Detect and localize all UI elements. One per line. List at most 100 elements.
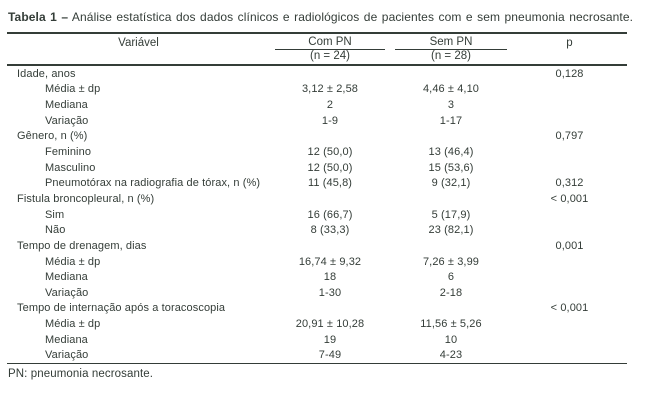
row-sublabel: Variação: [45, 286, 89, 299]
sem-pn-value: [390, 65, 512, 82]
sem-pn-value: [390, 191, 512, 207]
p-value: [512, 97, 627, 113]
row-group-label: Tempo de internação após a toracoscopia: [17, 302, 226, 315]
com-pn-value: 18: [323, 271, 337, 284]
column-header-sem-pn: Sem PN: [395, 35, 507, 50]
sem-pn-value: 23 (82,1): [428, 224, 474, 237]
row-sublabel: Masculino: [45, 161, 96, 174]
p-value: [512, 82, 627, 98]
com-pn-value: 7-49: [318, 349, 342, 362]
p-value: [512, 160, 627, 176]
sem-pn-value: 4-23: [439, 349, 463, 362]
com-pn-value: 16,74 ± 9,32: [298, 255, 362, 268]
p-value: 0,001: [555, 239, 584, 252]
com-pn-value: [270, 191, 390, 207]
row-sublabel: Variação: [45, 114, 89, 127]
sem-pn-value: 13 (46,4): [428, 146, 474, 159]
column-header-sem-pn-cell: Sem PN: [390, 33, 512, 50]
p-value: [512, 285, 627, 301]
sem-pn-value: 9 (32,1): [431, 177, 471, 190]
table-row: Tempo de internação após a toracoscopia …: [7, 301, 627, 317]
sem-pn-value: 10: [444, 333, 458, 346]
sem-pn-value: 4,46 ± 4,10: [422, 83, 480, 96]
table-row: Pneumotórax na radiografia de tórax, n (…: [7, 175, 627, 191]
com-pn-value: 12 (50,0): [307, 161, 353, 174]
p-value: [512, 207, 627, 223]
row-sublabel: Mediana: [45, 333, 88, 346]
com-pn-value: 19: [323, 333, 337, 346]
column-header-sem-pn-n: (n = 28): [431, 50, 471, 62]
com-pn-value: [270, 65, 390, 82]
p-value: < 0,001: [550, 302, 589, 315]
com-pn-value: [270, 301, 390, 317]
row-group-label: Gênero, n (%): [17, 130, 88, 143]
p-value: [512, 332, 627, 348]
table-caption: Tabela 1 – Análise estatística dos dados…: [8, 7, 637, 28]
row-group-label: Fistula broncopleural, n (%): [17, 192, 155, 205]
p-value: < 0,001: [550, 192, 589, 205]
header-row-n: (n = 24) (n = 28): [7, 50, 627, 65]
p-value: [512, 348, 627, 364]
table-row: Variação 1-30 2-18: [7, 285, 627, 301]
sem-pn-value: [390, 301, 512, 317]
p-value: 0,312: [555, 177, 584, 190]
table-row: Variação 1-9 1-17: [7, 113, 627, 129]
row-sublabel: Média ± dp: [45, 83, 101, 96]
com-pn-value: [270, 238, 390, 254]
paper-table-page: Tabela 1 – Análise estatística dos dados…: [0, 7, 645, 415]
com-pn-value: 1-9: [321, 114, 339, 127]
column-header-com-pn-n: (n = 24): [310, 50, 350, 62]
p-value: 0,797: [555, 130, 584, 143]
row-group-label: Tempo de drenagem, dias: [17, 239, 147, 252]
table-row: Tempo de drenagem, dias 0,001: [7, 238, 627, 254]
table-row: Média ± dp 3,12 ± 2,58 4,46 ± 4,10: [7, 82, 627, 98]
p-value: 0,128: [555, 67, 584, 80]
row-sublabel: Mediana: [45, 99, 88, 112]
p-value: [512, 254, 627, 270]
table-row: Sim 16 (66,7) 5 (17,9): [7, 207, 627, 223]
table-caption-text: Análise estatística dos dados clínicos e…: [71, 10, 634, 24]
table-row: Feminino 12 (50,0) 13 (46,4): [7, 144, 627, 160]
com-pn-value: [270, 129, 390, 145]
column-header-com-pn-cell: Com PN: [270, 33, 390, 50]
table-row: Mediana 18 6: [7, 269, 627, 285]
sem-pn-value: 5 (17,9): [431, 208, 471, 221]
row-sublabel: Média ± dp: [45, 255, 101, 268]
table-row: Não 8 (33,3) 23 (82,1): [7, 222, 627, 238]
table-row: Gênero, n (%) 0,797: [7, 129, 627, 145]
p-value: [512, 269, 627, 285]
table-body: Idade, anos 0,128 Média ± dp 3,12 ± 2,58…: [7, 65, 627, 364]
sem-pn-value: 11,56 ± 5,26: [420, 318, 482, 331]
table-header: Variável Com PN Sem PN p (n = 24) (n = 2…: [7, 33, 627, 65]
row-group-label: Idade, anos: [17, 67, 76, 80]
com-pn-value: 1-30: [318, 286, 342, 299]
com-pn-value: 8 (33,3): [310, 224, 350, 237]
row-sublabel: Sim: [45, 208, 65, 221]
column-header-variavel: Variável: [118, 37, 159, 49]
table-row: Média ± dp 16,74 ± 9,32 7,26 ± 3,99: [7, 254, 627, 270]
row-sublabel: Mediana: [45, 271, 88, 284]
column-header-com-pn: Com PN: [275, 35, 385, 50]
sem-pn-value: 2-18: [439, 286, 463, 299]
sem-pn-value: 7,26 ± 3,99: [422, 255, 480, 268]
sem-pn-value: 6: [447, 271, 455, 284]
table-row: Mediana 19 10: [7, 332, 627, 348]
table-row: Mediana 2 3: [7, 97, 627, 113]
com-pn-value: 11 (45,8): [307, 177, 353, 190]
sem-pn-value: 1-17: [439, 114, 463, 127]
com-pn-value: 20,91 ± 10,28: [295, 318, 365, 331]
sem-pn-value: [390, 129, 512, 145]
row-sublabel: Não: [45, 224, 66, 237]
p-value: [512, 113, 627, 129]
com-pn-value: 16 (66,7): [307, 208, 353, 221]
table-footnote: PN: pneumonia necrosante.: [8, 368, 154, 381]
row-sublabel: Feminino: [45, 146, 92, 159]
com-pn-value: 3,12 ± 2,58: [301, 83, 359, 96]
sem-pn-value: 15 (53,6): [428, 161, 474, 174]
table-row: Média ± dp 20,91 ± 10,28 11,56 ± 5,26: [7, 316, 627, 332]
table-row: Fistula broncopleural, n (%) < 0,001: [7, 191, 627, 207]
statistics-table: Variável Com PN Sem PN p (n = 24) (n = 2…: [7, 32, 627, 365]
p-value: [512, 316, 627, 332]
table-row: Variação 7-49 4-23: [7, 348, 627, 364]
com-pn-value: 12 (50,0): [307, 146, 353, 159]
